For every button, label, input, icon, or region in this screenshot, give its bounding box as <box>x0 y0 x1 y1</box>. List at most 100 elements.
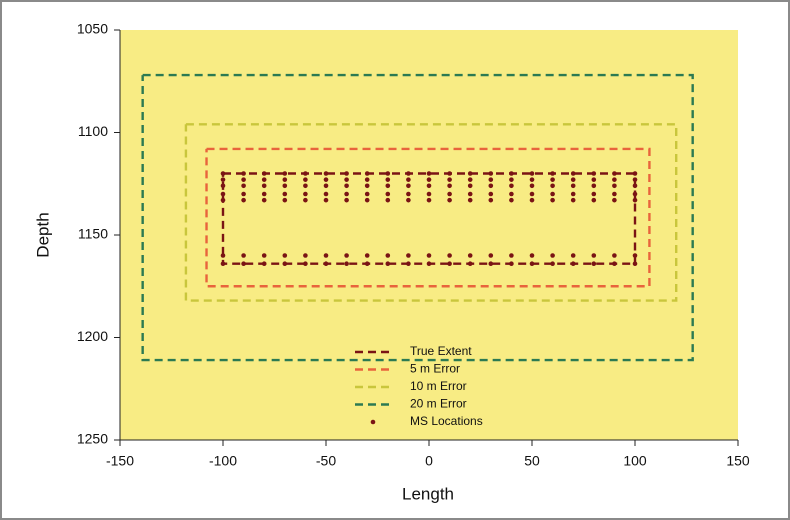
ms-location <box>591 191 597 197</box>
ms-location <box>385 191 391 197</box>
ms-location <box>220 253 226 258</box>
ms-location <box>488 177 494 182</box>
y-tick-label: 1050 <box>77 21 108 37</box>
ms-location <box>426 197 432 203</box>
ms-location <box>467 197 473 203</box>
x-tick-label: -100 <box>209 453 237 469</box>
ms-location <box>509 183 514 189</box>
ms-location <box>570 171 576 176</box>
ms-location <box>467 261 473 267</box>
ms-location <box>632 177 638 182</box>
y-tick-label: 1250 <box>77 431 108 447</box>
ms-location <box>447 191 452 197</box>
ms-location <box>529 177 535 182</box>
ms-location <box>550 197 555 203</box>
ms-location <box>550 261 555 267</box>
legend-label: True Extent <box>410 344 472 358</box>
y-axis-label: Depth <box>33 212 52 257</box>
ms-location <box>303 253 308 258</box>
ms-location <box>570 197 576 203</box>
ms-location <box>220 177 226 182</box>
ms-location <box>385 171 391 176</box>
ms-location <box>509 253 514 258</box>
ms-location <box>488 261 494 267</box>
ms-location <box>406 253 411 258</box>
ms-location <box>241 253 246 258</box>
legend-marker <box>370 419 376 425</box>
ms-location <box>406 171 411 176</box>
ms-location <box>364 253 370 258</box>
ms-location <box>241 191 246 197</box>
ms-location <box>323 183 329 189</box>
ms-location <box>426 171 432 176</box>
ms-location <box>385 183 391 189</box>
legend-label: MS Locations <box>410 414 483 428</box>
ms-location <box>529 197 535 203</box>
extent-outline <box>221 172 637 265</box>
ms-location <box>591 261 597 267</box>
ms-location <box>570 191 576 197</box>
ms-location <box>632 191 638 197</box>
ms-location <box>282 253 288 258</box>
ms-location <box>612 183 617 189</box>
ms-location <box>467 177 473 182</box>
ms-location <box>303 197 308 203</box>
y-tick-label: 1100 <box>78 123 108 139</box>
ms-location <box>323 191 329 197</box>
extent-outline <box>205 147 651 288</box>
ms-location <box>261 191 267 197</box>
ms-location <box>364 183 370 189</box>
ms-location <box>488 191 494 197</box>
ms-location <box>529 261 535 267</box>
ms-location <box>467 183 473 189</box>
ms-location <box>323 261 329 267</box>
ms-location <box>241 177 246 182</box>
ms-location <box>241 183 246 189</box>
ms-location <box>406 197 411 203</box>
ms-location <box>447 177 452 182</box>
ms-location <box>591 177 597 182</box>
ms-location <box>426 177 432 182</box>
ms-location <box>550 183 555 189</box>
ms-location <box>364 261 370 267</box>
ms-location <box>488 171 494 176</box>
ms-location <box>220 261 226 267</box>
ms-location <box>447 253 452 258</box>
ms-location <box>570 177 576 182</box>
ms-location <box>447 171 452 176</box>
legend-label: 10 m Error <box>410 379 467 393</box>
ms-location <box>364 177 370 182</box>
ms-location <box>344 253 349 258</box>
ms-location <box>282 191 288 197</box>
ms-location <box>509 197 514 203</box>
ms-location <box>261 177 267 182</box>
y-tick-label: 1150 <box>78 226 108 242</box>
y-tick-label: 1200 <box>77 328 108 344</box>
ms-location <box>570 261 576 267</box>
extent-outline <box>184 123 678 302</box>
ms-location <box>344 177 349 182</box>
ms-location <box>591 253 597 258</box>
ms-location <box>261 183 267 189</box>
ms-location <box>323 253 329 258</box>
ms-location <box>364 191 370 197</box>
ms-location <box>509 177 514 182</box>
ms-location <box>509 261 514 267</box>
ms-location <box>488 183 494 189</box>
ms-location <box>385 253 391 258</box>
ms-location <box>570 253 576 258</box>
extent-outline <box>141 73 694 362</box>
ms-location <box>591 183 597 189</box>
ms-location <box>241 261 246 267</box>
ms-location <box>220 197 226 203</box>
ms-location <box>344 171 349 176</box>
ms-location <box>570 183 576 189</box>
ms-location <box>447 197 452 203</box>
ms-location <box>447 261 452 267</box>
legend-label: 5 m Error <box>410 362 460 376</box>
ms-location <box>220 191 226 197</box>
ms-location <box>303 171 308 176</box>
x-tick-label: 100 <box>623 453 647 469</box>
legend-label: 20 m Error <box>410 397 467 411</box>
ms-location <box>612 197 617 203</box>
